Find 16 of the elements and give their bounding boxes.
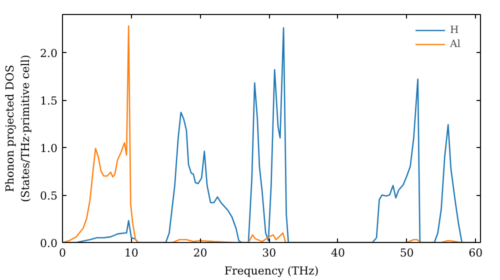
y-tick-label: 0.0 bbox=[40, 237, 58, 250]
x-axis-title: Frequency (THz) bbox=[224, 264, 319, 278]
y-tick-label: 0.5 bbox=[40, 190, 58, 202]
legend-label: Al bbox=[450, 38, 462, 50]
x-tick-label: 40 bbox=[330, 246, 345, 260]
x-tick-label: 20 bbox=[193, 246, 208, 260]
x-tick-label: 10 bbox=[124, 246, 138, 260]
y-tick-label: 1.0 bbox=[40, 142, 58, 155]
y-tick-label: 2.0 bbox=[40, 47, 58, 60]
x-tick-label: 60 bbox=[468, 246, 483, 260]
x-tick-label: 50 bbox=[400, 246, 414, 260]
x-tick-label: 0 bbox=[59, 246, 66, 260]
legend-label: H bbox=[450, 24, 460, 36]
y-axis-title: Phonon projected DOS (States/THz·primitive cell) bbox=[3, 54, 32, 202]
y-tick-label: 1.5 bbox=[40, 94, 58, 108]
x-tick-label: 30 bbox=[262, 246, 276, 260]
